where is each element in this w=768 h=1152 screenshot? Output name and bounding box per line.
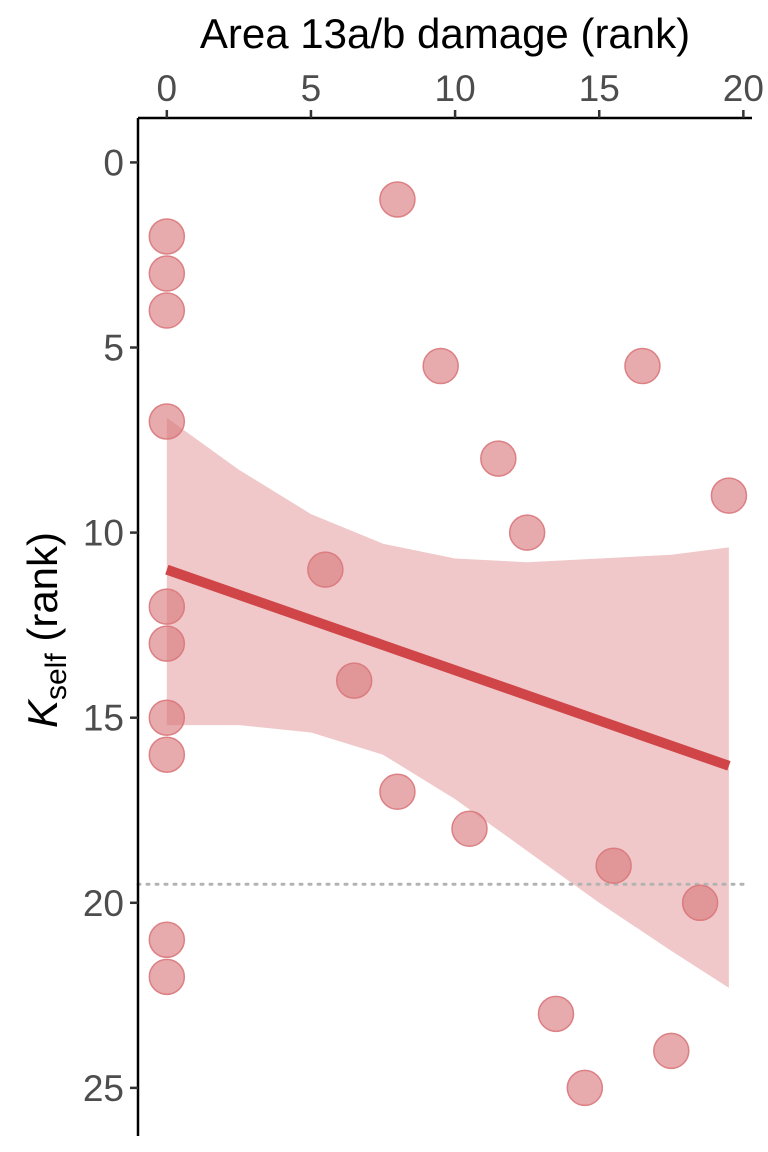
data-point-14 [422, 347, 459, 385]
data-point-23 [681, 884, 719, 922]
data-point-24 [710, 477, 748, 514]
data-point-15 [451, 810, 488, 847]
y-tick-label-10: 10 [83, 513, 124, 554]
data-point-7 [148, 736, 186, 773]
x-axis-title: Area 13a/b damage (rank) [200, 10, 690, 57]
y-tick-label-5: 5 [103, 328, 124, 369]
data-point-1 [148, 255, 186, 292]
x-tick-label-0: 0 [157, 68, 178, 109]
y-axis-title-main: K [19, 698, 66, 728]
data-point-19 [566, 1069, 604, 1107]
data-point-3 [148, 403, 186, 440]
data-point-20 [595, 847, 632, 885]
y-tick-label-20: 20 [83, 883, 124, 924]
data-point-13 [379, 773, 416, 810]
data-point-2 [148, 292, 186, 329]
data-point-6 [148, 699, 186, 736]
data-point-5 [148, 625, 186, 662]
fit-line [165, 564, 731, 771]
data-point-8 [148, 921, 186, 959]
data-point-11 [335, 662, 373, 699]
x-tick-label-10: 10 [435, 68, 476, 109]
data-point-16 [480, 440, 517, 477]
y-tick-label-0: 0 [103, 142, 124, 183]
x-tick-label-5: 5 [301, 68, 322, 109]
axes-layer: 0 5 10 15 20 0 5 10 15 20 25 [83, 68, 764, 1136]
data-point-0 [148, 218, 186, 255]
x-tick-label-15: 15 [579, 68, 620, 109]
points-layer [148, 181, 748, 1107]
y-axis-title-subscript: self [40, 653, 73, 700]
confidence-band [166, 417, 729, 988]
y-tick-label-25: 25 [83, 1068, 124, 1109]
data-point-12 [379, 181, 416, 218]
y-tick-label-15: 15 [83, 698, 124, 739]
data-point-21 [624, 347, 661, 385]
data-point-10 [307, 551, 344, 588]
confidence-band-layer [166, 417, 729, 988]
y-axis-title: Kself (rank) [19, 532, 73, 728]
x-tick-label-20: 20 [723, 68, 764, 109]
data-point-4 [148, 588, 186, 625]
data-point-18 [537, 995, 575, 1033]
y-axis-title-suffix: (rank) [19, 532, 66, 653]
data-point-9 [148, 958, 186, 996]
fit-line-layer [165, 564, 731, 771]
data-point-22 [653, 1032, 690, 1070]
data-point-17 [508, 514, 546, 551]
